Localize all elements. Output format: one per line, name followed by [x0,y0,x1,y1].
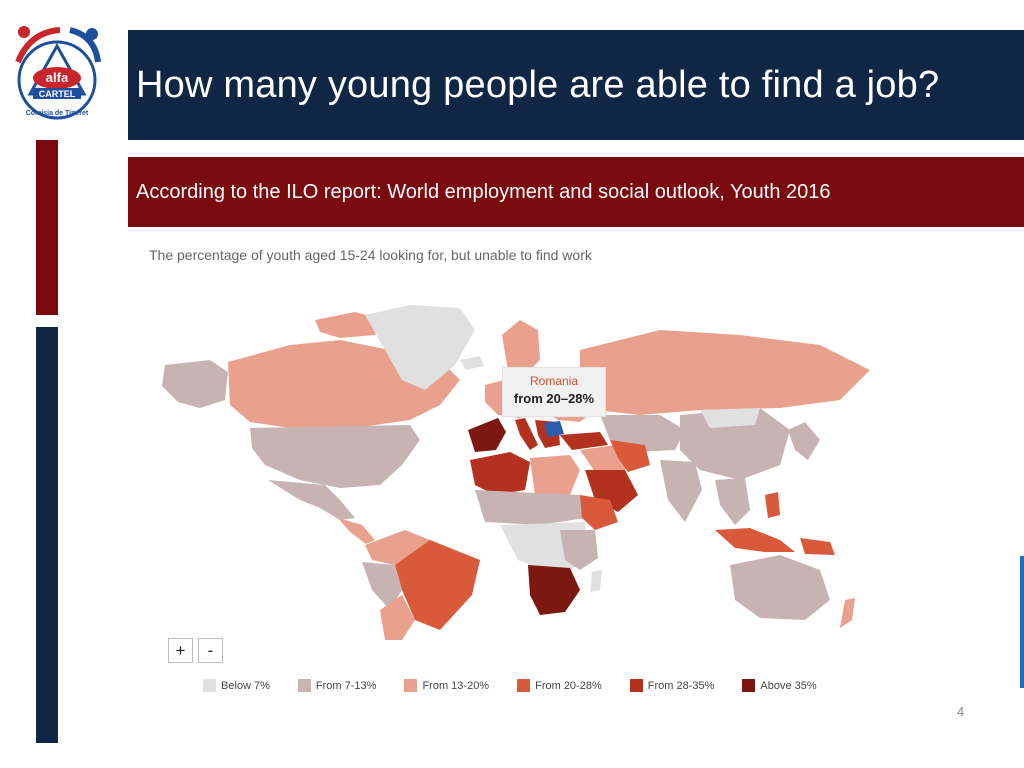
legend-swatch [203,679,216,692]
map-region-scandinavia[interactable] [502,320,540,378]
logo-name: CARTEL [39,89,76,99]
title-banner: How many young people are able to find a… [128,30,1024,140]
map-tooltip: Romania from 20–28% [502,367,606,417]
map-region-turkey[interactable] [560,432,608,450]
map-region-italy[interactable] [515,418,538,450]
legend-item: From 7-13% [297,679,377,692]
legend-label: From 28-35% [647,679,715,692]
map-region-korea-japan[interactable] [788,422,820,460]
tooltip-value: from 20–28% [513,391,595,406]
map-region-new-zealand[interactable] [840,598,855,628]
slide-subtitle: According to the ILO report: World emplo… [136,180,831,203]
map-region-usa[interactable] [250,425,420,488]
map-region-alaska[interactable] [162,360,228,408]
map-region-southeast-asia[interactable] [715,478,750,525]
map-region-horn-of-africa[interactable] [580,495,618,530]
legend-label: From 20-28% [535,679,602,692]
zoom-out-button[interactable]: - [198,638,223,663]
legend-item: Above 35% [742,679,817,692]
map-region-east-africa[interactable] [560,530,598,570]
left-accent-bar-red [36,140,58,315]
map-region-australia[interactable] [730,555,830,620]
map-region-china[interactable] [680,408,790,480]
map-region-north-africa-east[interactable] [530,455,580,495]
logo-brand: alfa [46,70,69,85]
map-region-papua[interactable] [800,538,835,555]
legend-item: From 28-35% [629,679,715,692]
map-region-india[interactable] [660,460,702,522]
map-region-brazil[interactable] [395,540,480,630]
legend-label: Below 7% [221,679,270,692]
world-map[interactable] [140,290,910,640]
map-caption: The percentage of youth aged 15-24 looki… [149,247,592,263]
map-region-sahel[interactable] [475,490,585,525]
slide-title: How many young people are able to find a… [136,63,940,106]
map-region-mexico[interactable] [268,480,355,520]
map-region-greenland[interactable] [365,305,475,390]
legend-swatch [517,679,531,692]
tooltip-country: Romania [529,374,579,388]
alfa-cartel-logo: alfa CARTEL Comisia de Tineret [10,22,104,124]
logo-tagline: Comisia de Tineret [26,110,89,117]
legend-label: From 13-20% [422,679,490,692]
map-region-mongolia[interactable] [700,408,760,428]
map-region-peru-bolivia[interactable] [362,562,402,610]
map-region-north-africa-west[interactable] [470,452,530,495]
legend-item: Below 7% [203,679,270,692]
left-accent-bar-navy [36,327,58,743]
map-region-indonesia[interactable] [715,528,795,552]
map-region-madagascar[interactable] [590,570,602,592]
legend-swatch [742,679,756,692]
legend-swatch [404,679,418,692]
legend-swatch [629,679,643,692]
legend-item: From 20-28% [517,679,602,692]
legend-label: Above 35% [760,679,817,692]
map-region-philippines[interactable] [765,492,780,518]
legend-item: From 13-20% [404,679,489,692]
right-edge-accent [1020,556,1024,688]
map-region-iran[interactable] [610,440,650,472]
map-region-iceland[interactable] [460,356,484,370]
map-legend: Below 7% From 7-13% From 13-20% From 20-… [203,679,817,692]
map-region-central-america[interactable] [338,518,375,544]
legend-swatch [297,679,311,692]
map-region-russia[interactable] [580,330,870,415]
map-region-iberia[interactable] [468,418,506,452]
map-region-argentina-chile[interactable] [380,595,415,640]
zoom-in-button[interactable]: + [168,638,193,663]
subtitle-banner: According to the ILO report: World emplo… [128,157,1024,227]
map-region-southern-africa[interactable] [528,565,580,615]
page-number: 4 [957,704,965,719]
legend-label: From 7-13% [315,679,377,692]
map-region-romania[interactable] [544,421,564,437]
